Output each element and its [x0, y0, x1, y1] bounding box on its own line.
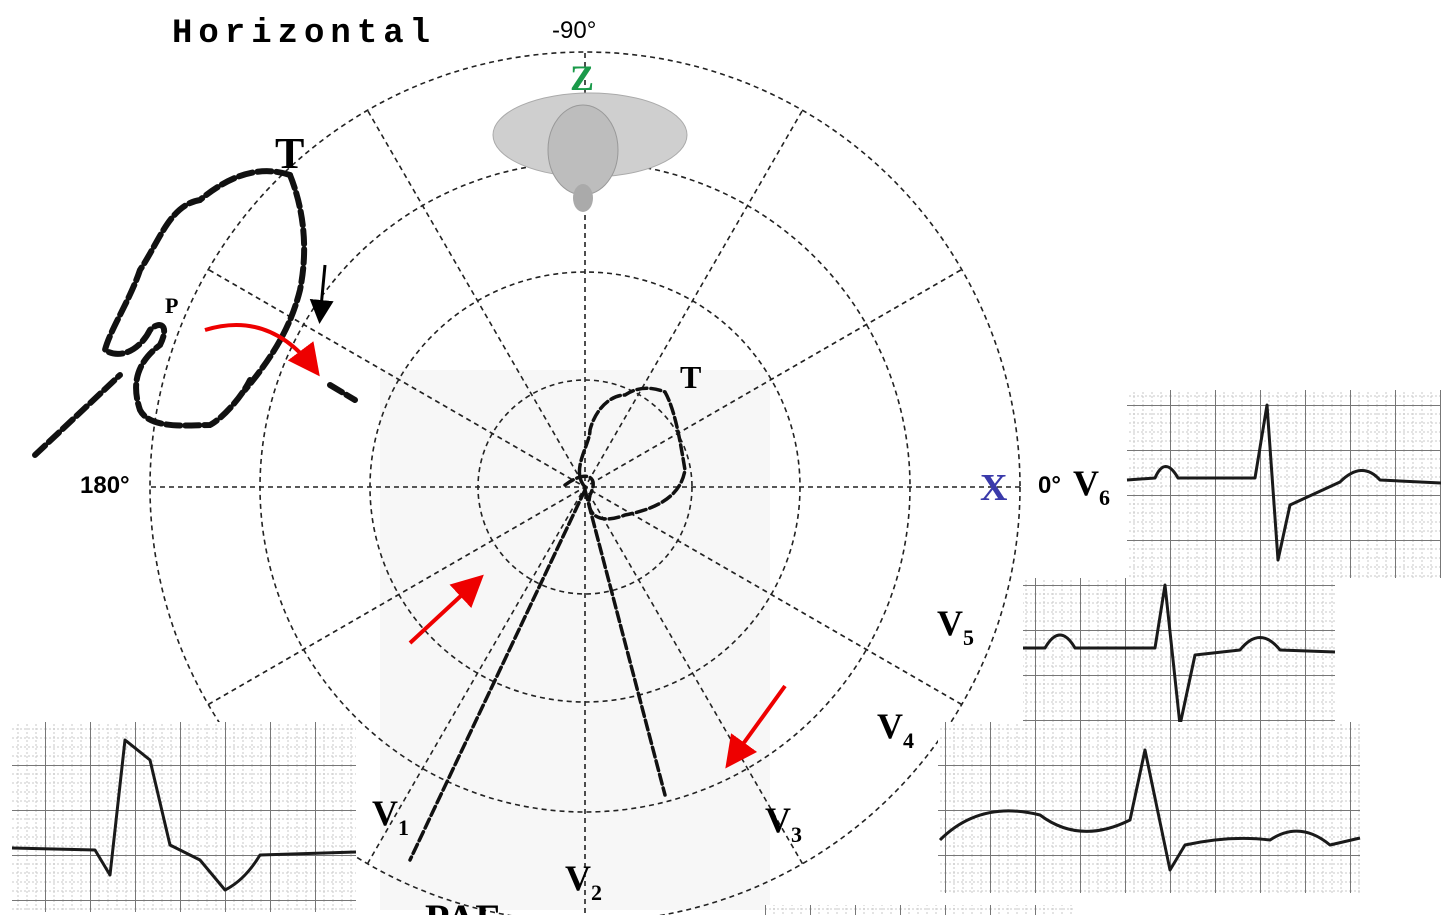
angle-label: -90° [552, 17, 596, 44]
angle-label: 180° [80, 472, 130, 499]
lead-name: V [372, 793, 398, 833]
lead-sub: 6 [1099, 485, 1110, 510]
lead-label: V4 [877, 706, 914, 753]
heart-icon [492, 92, 688, 212]
lead-sub: 5 [963, 625, 974, 650]
axis-label: Z [570, 58, 594, 98]
lead-sub: 2 [591, 880, 602, 905]
lead-sub: 1 [398, 815, 409, 840]
ecg-partial [765, 905, 1075, 915]
vector-loop [242, 172, 308, 393]
lead-sub: 4 [903, 728, 914, 753]
lead-label: V6 [1073, 463, 1110, 510]
red-arrow [204, 323, 320, 377]
vector-dots [32, 372, 358, 458]
lead-sub: 3 [791, 822, 802, 847]
loop-label: T [275, 129, 304, 178]
lead-label: V1 [372, 793, 409, 840]
lead-label: V5 [937, 603, 974, 650]
lead-name: V [765, 800, 791, 840]
title: Horizontal [172, 15, 436, 53]
ecg-v6 [1126, 390, 1441, 578]
vector-loop [101, 168, 293, 429]
ecg-v5 [1023, 578, 1336, 745]
loop-label: T [680, 359, 701, 395]
lead-name: V [877, 706, 903, 746]
footer: PAF [425, 896, 500, 915]
lead-name: V [565, 858, 591, 898]
lead-name: V [937, 603, 963, 643]
shaded-region [380, 370, 770, 910]
ecg-v1 [11, 722, 357, 912]
ecg-v4 [938, 722, 1361, 893]
red-arrow [725, 684, 787, 769]
angle-label: 0° [1038, 472, 1061, 499]
lead-label: V3 [765, 800, 802, 847]
lead-label: V2 [565, 858, 602, 905]
loop-label: P [165, 293, 178, 318]
inner-dots [408, 488, 667, 862]
lead-name: V [1073, 463, 1099, 503]
red-arrow [408, 574, 484, 645]
axis-label: X [980, 467, 1007, 509]
black-arrow [309, 264, 334, 324]
